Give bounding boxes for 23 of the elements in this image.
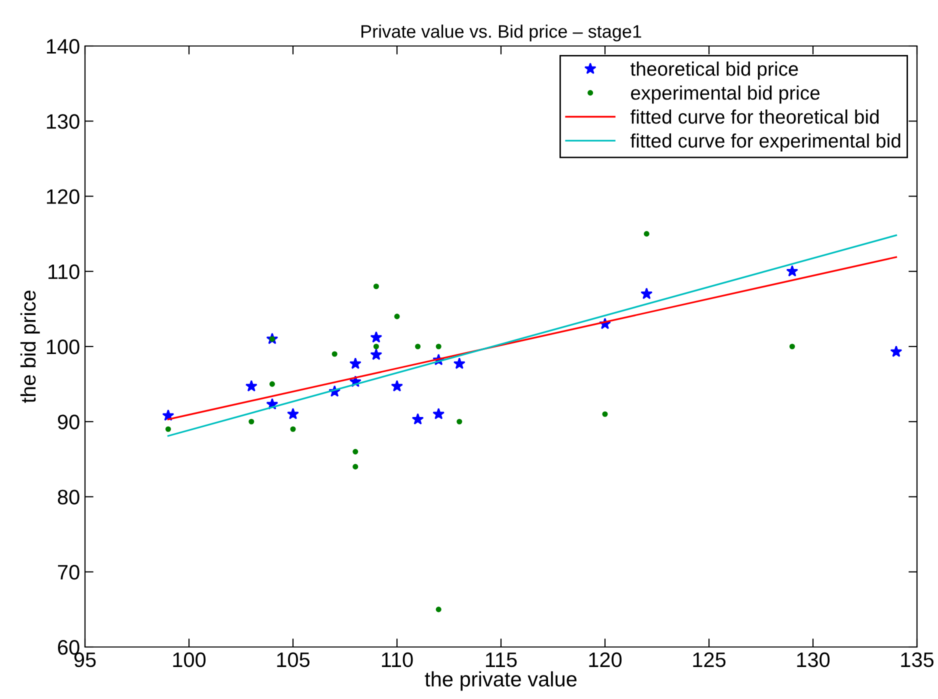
legend-label: fitted curve for experimental bid: [630, 133, 900, 152]
x-tick-label: 130: [797, 652, 830, 668]
y-tick-label: 120: [46, 189, 80, 204]
x-tick-label: 110: [382, 652, 413, 668]
y-tick-label: 100: [46, 340, 80, 354]
y-tick-label: 140: [46, 39, 80, 54]
x-tick-label: 100: [173, 652, 206, 668]
y-tick-label: 70: [58, 564, 80, 580]
y-tick-label: 80: [58, 490, 80, 505]
y-axis-title: the bid price: [20, 290, 40, 403]
x-axis-title: the private value: [424, 671, 577, 691]
x-tick-label: 115: [486, 652, 517, 668]
y-tick-label: 90: [58, 414, 80, 430]
x-tick-label: 135: [901, 652, 934, 668]
x-tick-label: 105: [277, 652, 310, 668]
y-tick-label: 130: [46, 114, 80, 129]
y-tick-label: 110: [48, 264, 80, 280]
legend-label: experimental bid price: [631, 86, 820, 104]
legend-label: theoretical bid price: [630, 62, 798, 80]
x-tick-label: 120: [589, 652, 622, 668]
legend-label: fitted curve for theoretical bid: [630, 109, 879, 124]
x-tick-label: 125: [693, 652, 726, 668]
chart-title: Private value vs. Bid price – stage1: [361, 24, 642, 42]
